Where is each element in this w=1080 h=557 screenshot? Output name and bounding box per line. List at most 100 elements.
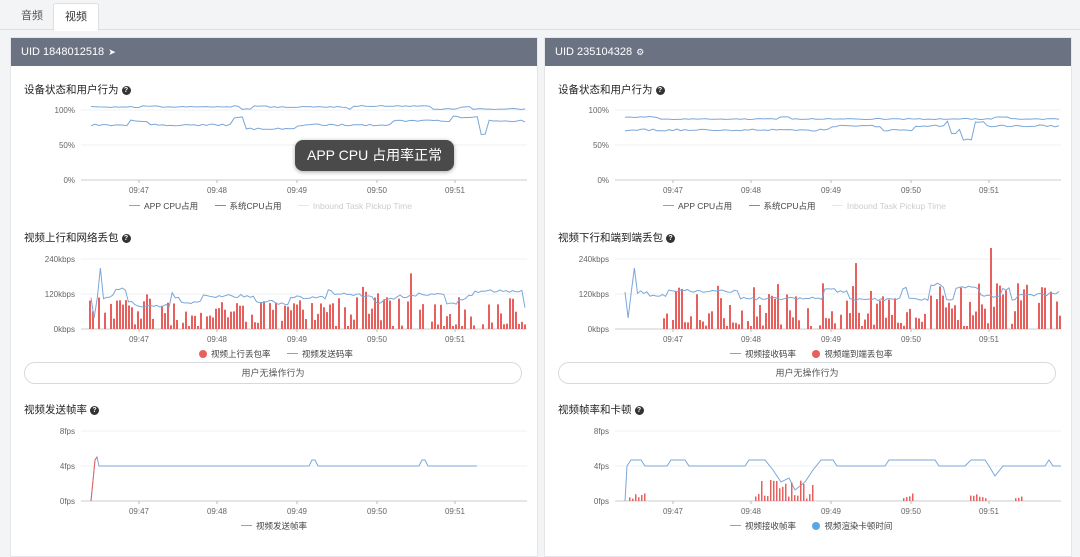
y-tick-label: 4fps <box>594 462 609 471</box>
loss-bar <box>98 298 100 329</box>
x-tick-label: 09:50 <box>901 507 922 516</box>
y-tick-label: 100% <box>589 106 609 115</box>
loss-bar <box>858 313 860 329</box>
loss-bar <box>254 322 256 329</box>
loss-bar <box>960 288 962 329</box>
stall-bar <box>809 494 811 501</box>
loss-bar <box>242 306 244 329</box>
loss-bar <box>386 297 388 329</box>
stall-bar <box>755 497 757 501</box>
x-tick-label: 09:51 <box>979 507 1000 516</box>
loss-bar <box>741 311 743 329</box>
help-icon[interactable]: ? <box>122 86 131 95</box>
app-cpu-line <box>91 116 525 134</box>
loss-bar <box>789 310 791 329</box>
user-action-button[interactable]: 用户无操作行为 <box>558 362 1056 384</box>
loss-bar <box>149 299 151 329</box>
user-action-button[interactable]: 用户无操作行为 <box>24 362 522 384</box>
loss-bar <box>218 308 220 329</box>
help-icon[interactable]: ? <box>656 86 665 95</box>
loss-bar <box>678 288 680 329</box>
x-tick-label: 09:49 <box>821 186 842 195</box>
stall-bar <box>629 497 631 501</box>
loss-bar <box>398 299 400 329</box>
loss-bar <box>311 303 313 329</box>
loss-bar <box>855 263 857 329</box>
loss-bar <box>948 303 950 329</box>
y-tick-label: 50% <box>593 141 609 150</box>
loss-bar <box>164 313 166 329</box>
tab-video[interactable]: 视频 <box>53 3 99 31</box>
loss-bar <box>999 286 1001 329</box>
loss-bar <box>663 318 665 329</box>
stall-bar <box>764 496 766 501</box>
stall-bar <box>1015 498 1017 501</box>
loss-bar <box>894 298 896 329</box>
loss-bar <box>365 292 367 329</box>
loss-bar <box>275 303 277 329</box>
loss-bar <box>299 300 301 329</box>
loss-bar <box>897 323 899 329</box>
loss-bar <box>368 314 370 329</box>
network-chart: 240kbps 120kbps 0kbps 09:47 09:48 09:49 09:50 0… <box>11 248 539 344</box>
help-icon[interactable]: ? <box>122 234 131 243</box>
loss-bar <box>251 315 253 329</box>
loss-bar <box>825 318 827 329</box>
stall-bar <box>785 484 787 501</box>
stall-bar <box>800 481 802 501</box>
loss-bar <box>828 318 830 329</box>
stall-bar <box>812 485 814 501</box>
loss-bar <box>464 310 466 329</box>
loss-bar <box>182 323 184 329</box>
loss-bar <box>350 315 352 329</box>
x-tick-label: 09:51 <box>445 335 466 344</box>
y-tick-label: 8fps <box>594 427 609 436</box>
x-tick-label: 09:48 <box>741 507 762 516</box>
stall-bar <box>973 496 975 501</box>
loss-bar <box>756 317 758 329</box>
tab-audio[interactable]: 音频 <box>10 3 54 31</box>
stall-bar <box>644 493 646 501</box>
stall-bar <box>979 497 981 501</box>
loss-bar <box>236 303 238 329</box>
paper-plane-icon: ➤ <box>108 38 116 66</box>
cpu-section-title: 设备状态和用户行为? <box>24 82 131 97</box>
loss-bar <box>260 303 262 329</box>
net-legend: 视频接收码率 视频端到端丢包率 <box>730 348 906 360</box>
loss-bar <box>173 303 175 329</box>
loss-bar <box>194 316 196 329</box>
x-tick-label: 09:49 <box>821 507 842 516</box>
loss-bar <box>993 307 995 329</box>
stall-bar <box>970 496 972 501</box>
loss-bar <box>792 317 794 329</box>
help-icon[interactable]: ? <box>90 406 99 415</box>
loss-bar <box>344 307 346 329</box>
y-tick-label: 0kbps <box>54 325 75 334</box>
loss-bar <box>407 301 409 329</box>
loss-bar <box>963 326 965 329</box>
loss-bar <box>284 306 286 329</box>
loss-bar <box>921 322 923 329</box>
x-tick-label: 09:50 <box>367 335 388 344</box>
stall-bar <box>632 499 634 501</box>
loss-bar <box>323 307 325 329</box>
loss-bar <box>966 326 968 329</box>
loss-bar <box>473 325 475 329</box>
x-tick-label: 09:49 <box>821 335 842 344</box>
network-chart: 240kbps 120kbps 0kbps 09:47 09:48 09:49 09:50 0… <box>545 248 1073 344</box>
help-icon[interactable]: ? <box>635 406 644 415</box>
loss-bar <box>104 313 106 329</box>
loss-bar <box>1038 303 1040 329</box>
loss-bar <box>873 325 875 329</box>
loss-bar <box>116 301 118 329</box>
loss-bar <box>371 309 373 329</box>
loss-bar <box>957 320 959 329</box>
loss-bar <box>500 313 502 329</box>
loss-bar <box>137 311 139 329</box>
loss-bar <box>143 301 145 329</box>
help-icon[interactable]: ? <box>666 234 675 243</box>
y-tick-label: 240kbps <box>45 255 75 264</box>
loss-bar <box>410 273 412 329</box>
loss-bar <box>690 316 692 329</box>
y-tick-label: 0fps <box>60 497 75 506</box>
